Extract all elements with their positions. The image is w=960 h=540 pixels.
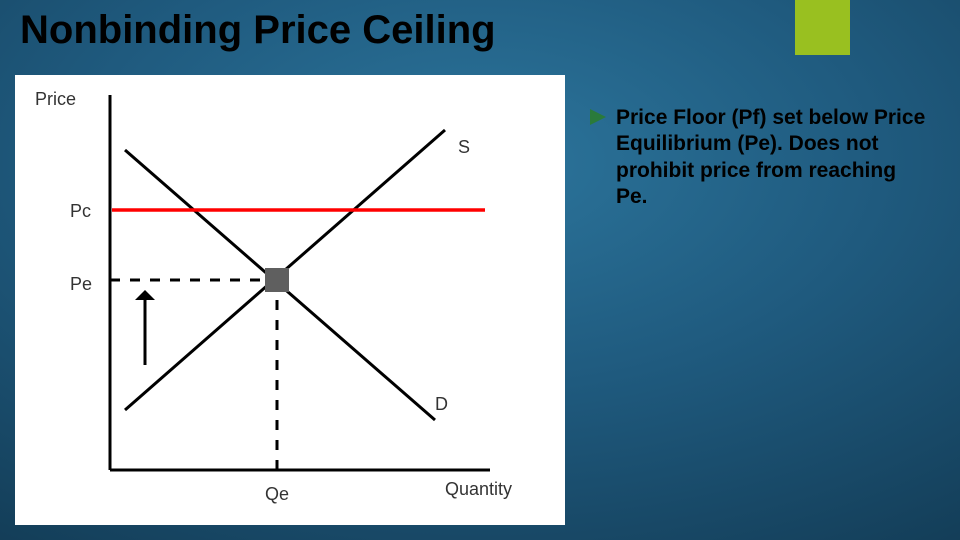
svg-text:Price: Price [35, 89, 76, 109]
svg-text:Pe: Pe [70, 274, 92, 294]
bullet-text: Price Floor (Pf) set below Price Equilib… [616, 105, 930, 210]
play-icon [590, 109, 606, 130]
slide: Nonbinding Price Ceiling Price Quantity S D… [0, 0, 960, 540]
supply-demand-diagram: Price Quantity S D Pc Pe Qe [15, 75, 565, 525]
svg-text:Quantity: Quantity [445, 479, 512, 499]
svg-text:Pc: Pc [70, 201, 91, 221]
accent-block [795, 0, 850, 55]
svg-text:Qe: Qe [265, 484, 289, 504]
diagram-svg: Price Quantity S D Pc Pe Qe [15, 75, 565, 525]
bullet-block: Price Floor (Pf) set below Price Equilib… [590, 105, 930, 210]
svg-text:S: S [458, 137, 470, 157]
slide-title: Nonbinding Price Ceiling [20, 8, 496, 53]
svg-text:D: D [435, 394, 448, 414]
